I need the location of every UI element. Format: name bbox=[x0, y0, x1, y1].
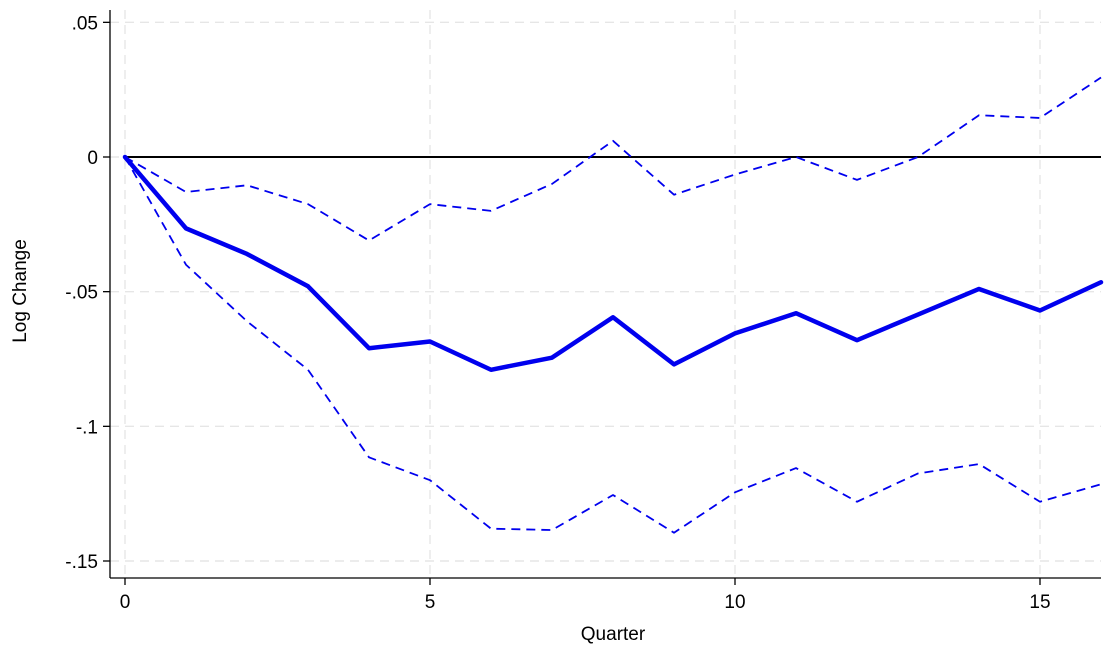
y-tick-label: -.1 bbox=[76, 417, 98, 438]
series bbox=[122, 76, 1104, 534]
x-tick-label: 0 bbox=[120, 592, 131, 613]
y-tick-label: .05 bbox=[72, 13, 98, 34]
x-axis-title: Quarter bbox=[581, 624, 646, 645]
grid bbox=[110, 10, 1101, 578]
lower-bound-line bbox=[124, 156, 1102, 534]
x-tick-label: 5 bbox=[425, 592, 436, 613]
y-tick-label: -.15 bbox=[65, 552, 98, 573]
estimate-line bbox=[122, 154, 1104, 373]
x-tick-label: 10 bbox=[724, 592, 745, 613]
axes bbox=[109, 10, 1101, 579]
y-tick-label: 0 bbox=[87, 148, 98, 169]
y-axis-title: Log Change bbox=[10, 239, 31, 343]
upper-bound-line bbox=[124, 76, 1102, 242]
y-tick-label: -.05 bbox=[65, 283, 98, 304]
x-tick-label: 15 bbox=[1029, 592, 1050, 613]
ticks: .05 0 -.05 -.1 -.15 0 5 10 15 bbox=[65, 13, 1050, 613]
